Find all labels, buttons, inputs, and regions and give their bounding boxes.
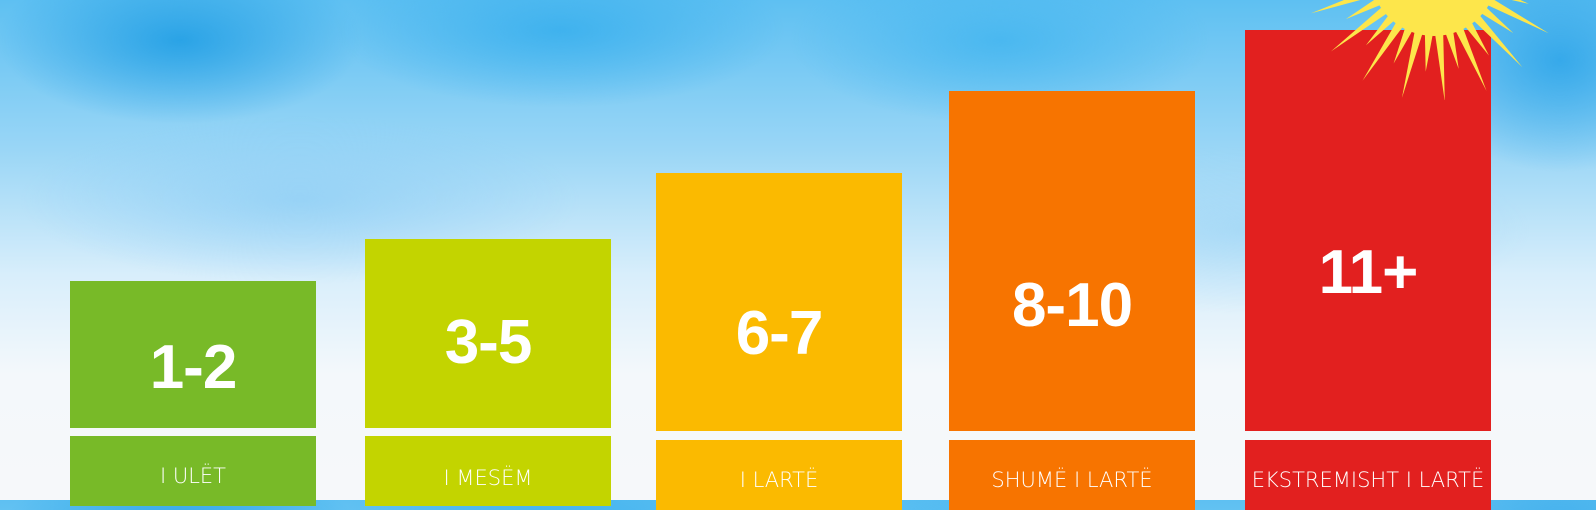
- sun-ray: [1401, 28, 1424, 98]
- level-label-box: I MESËM: [365, 436, 611, 506]
- level-bar: 3-5: [365, 239, 611, 428]
- level-bar: 11+: [1245, 30, 1491, 431]
- level-label: I MESËM: [443, 466, 533, 490]
- sun-ray: [1365, 13, 1397, 46]
- level-range: 1-2: [149, 333, 238, 402]
- level-label: I ULËT: [159, 464, 227, 488]
- level-bar: 1-2: [70, 281, 316, 428]
- level-range: 3-5: [444, 308, 533, 377]
- level-label: I LARTË: [739, 468, 819, 492]
- level-range: 11+: [1318, 238, 1419, 307]
- level-bar: 6-7: [656, 173, 902, 431]
- sun-ray: [1362, 19, 1405, 81]
- level-range: 8-10: [1011, 270, 1133, 340]
- level-label: EKSTREMISHT I LARTË: [1251, 468, 1485, 492]
- sun-icon: [1310, 0, 1549, 100]
- level-range: 6-7: [735, 298, 824, 368]
- sun-ray: [1434, 31, 1445, 100]
- level-label-box: I LARTË: [656, 440, 902, 510]
- level-label-box: SHUMË I LARTË: [949, 440, 1195, 510]
- level-label-box: EKSTREMISHT I LARTË: [1245, 440, 1491, 510]
- level-bar: 8-10: [949, 91, 1195, 431]
- sun-ray: [1424, 31, 1434, 72]
- sun-ray: [1484, 0, 1549, 34]
- sun-ray: [1454, 25, 1487, 91]
- sun-ray: [1393, 25, 1414, 64]
- level-label: SHUMË I LARTË: [991, 468, 1153, 492]
- sun-ray: [1345, 0, 1384, 20]
- sun-ray: [1478, 5, 1514, 34]
- sun-ray: [1463, 19, 1489, 56]
- level-label-box: I ULËT: [70, 436, 316, 506]
- sun-ray: [1471, 13, 1523, 68]
- sun-ray: [1331, 5, 1390, 52]
- sun-ray: [1444, 28, 1459, 69]
